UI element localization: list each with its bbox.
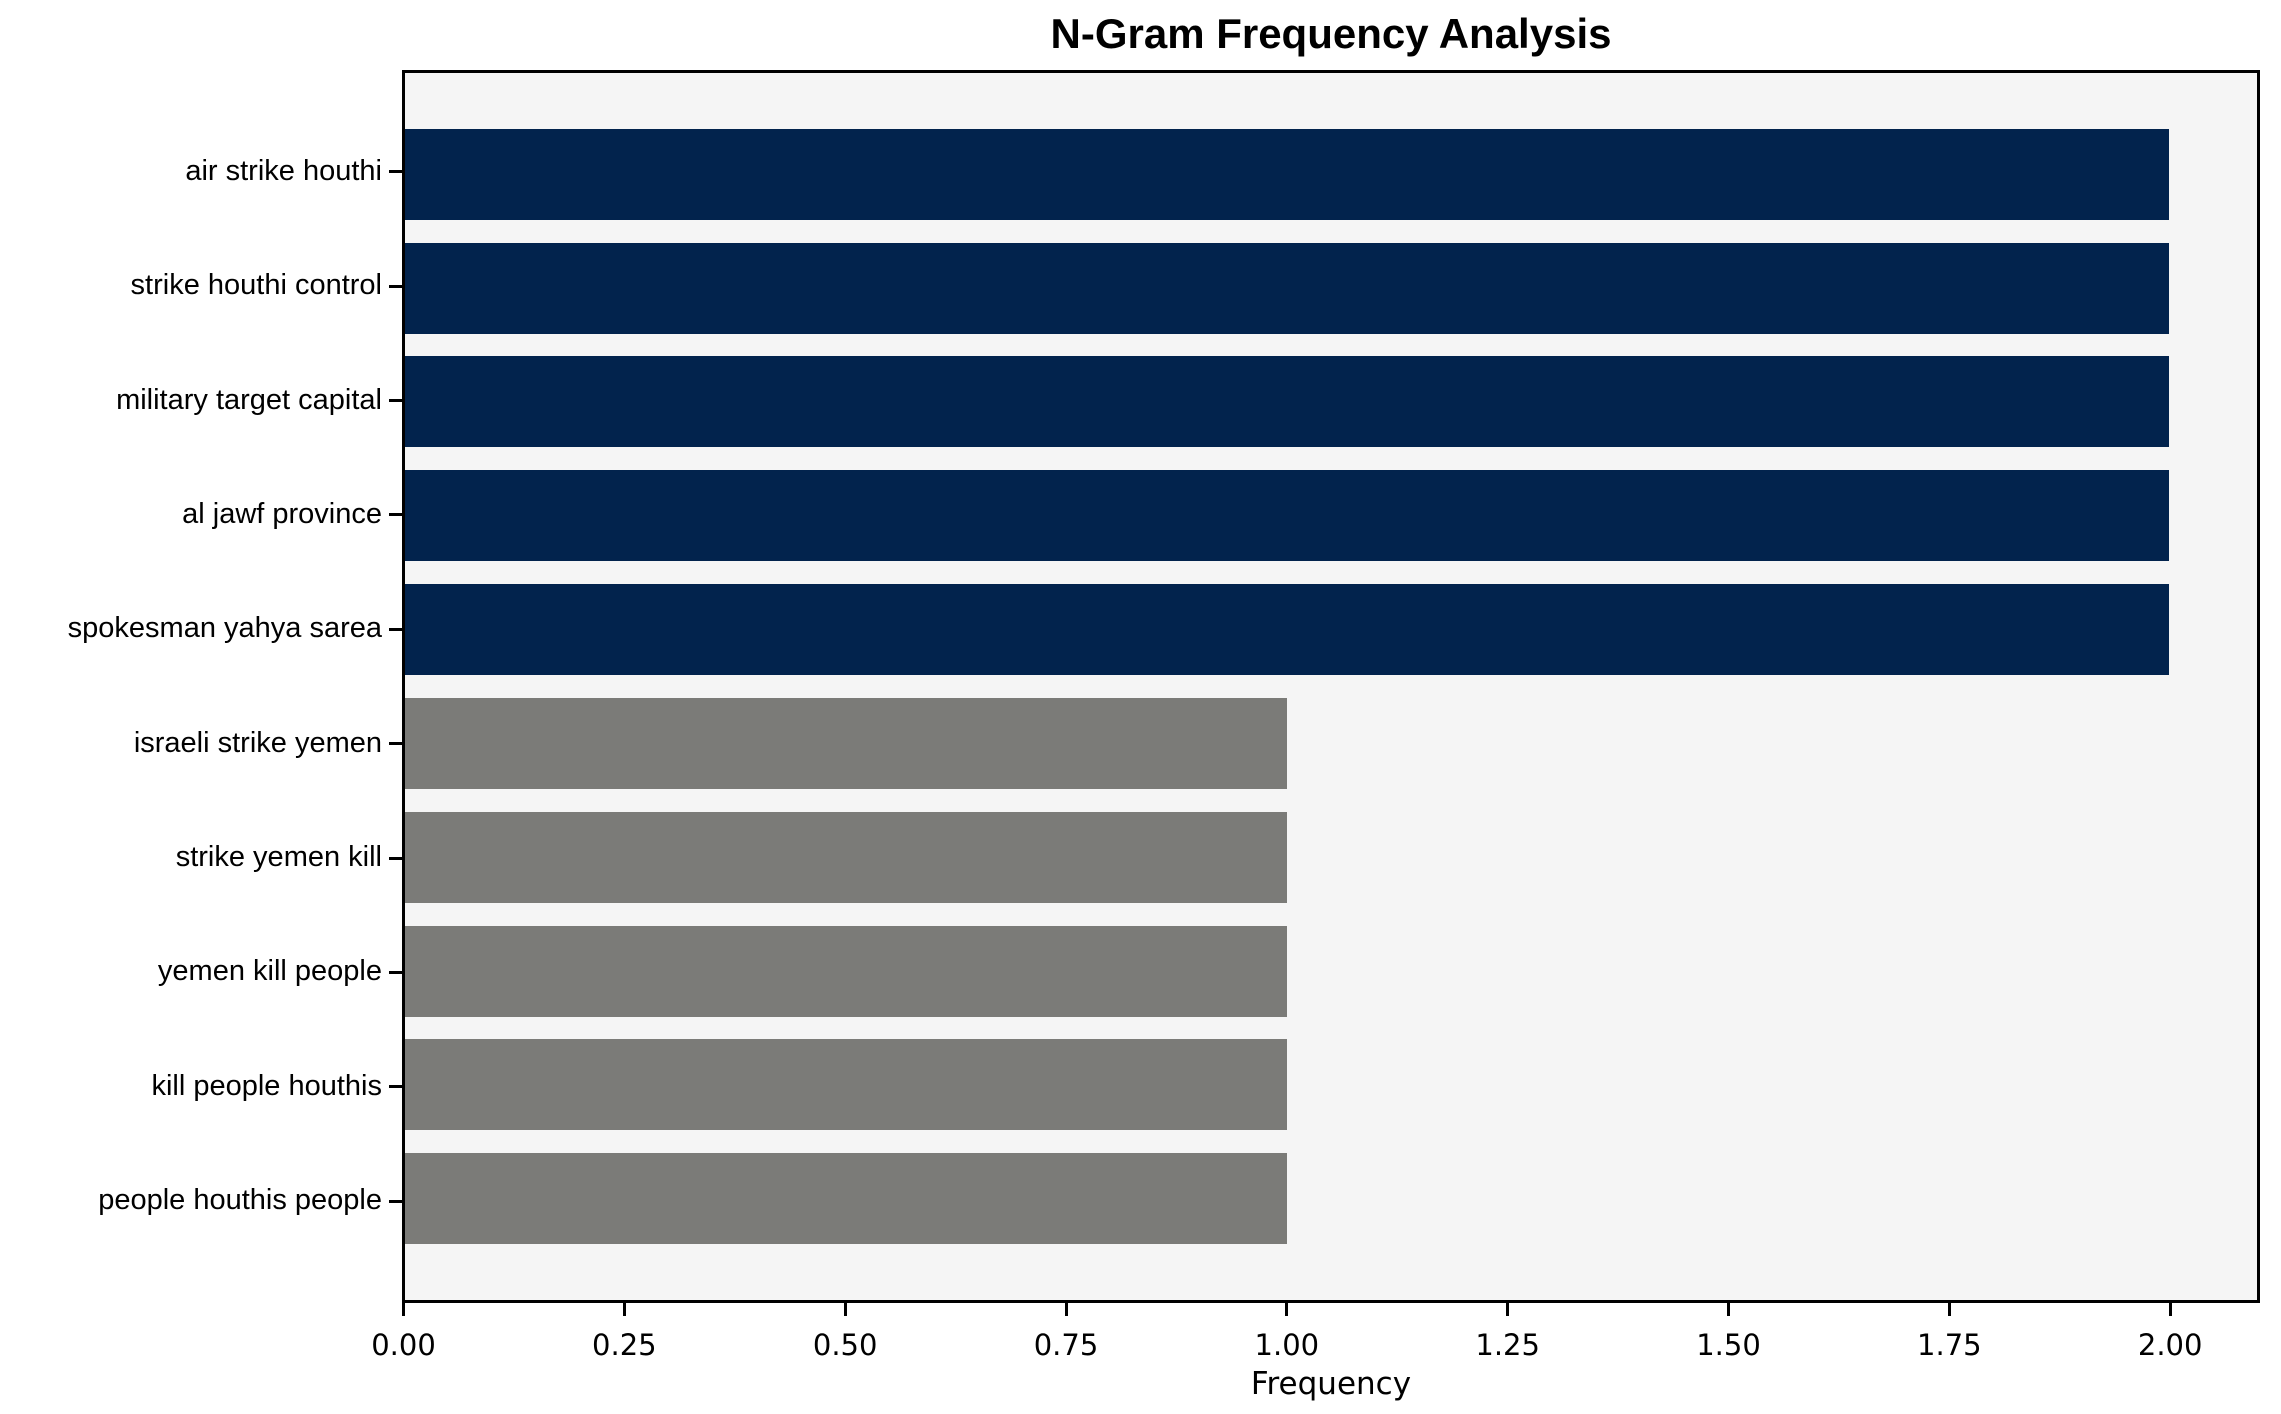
bar-strike-houthi-control: [405, 242, 2169, 334]
x-tick: [843, 1303, 847, 1316]
x-tick: [2168, 1303, 2172, 1316]
x-tick-label: 1.50: [1696, 1328, 1761, 1362]
y-tick-label: israeli strike yemen: [133, 726, 382, 759]
bar-people-houthis-people: [405, 1153, 1287, 1245]
y-tick: [389, 1085, 402, 1089]
y-tick: [389, 399, 402, 403]
y-tick: [389, 1199, 402, 1203]
y-tick-label: yemen kill people: [157, 955, 382, 988]
x-tick-label: 0.00: [371, 1328, 436, 1362]
bar-yemen-kill-people: [405, 925, 1287, 1017]
x-tick: [1727, 1303, 1730, 1316]
y-tick: [389, 856, 402, 860]
x-tick-label: 1.25: [1475, 1328, 1540, 1362]
x-tick: [1947, 1303, 1951, 1316]
y-tick: [389, 170, 402, 174]
x-tick: [622, 1303, 626, 1316]
x-tick-label: 0.25: [592, 1328, 657, 1362]
x-tick: [402, 1303, 405, 1316]
bar-strike-yemen-kill: [405, 811, 1287, 903]
bar-spokesman-yahya-sarea: [405, 584, 2169, 676]
bar-air-strike-houthi: [405, 128, 2169, 220]
x-tick-label: 0.75: [1033, 1328, 1099, 1362]
plot-area: [402, 70, 2260, 1303]
y-tick-label: kill people houthis: [151, 1069, 382, 1102]
y-tick-label: air strike houthi: [185, 154, 382, 187]
y-tick-label: spokesman yahya sarea: [67, 612, 382, 645]
y-tick-label: military target capital: [116, 383, 382, 416]
bar-israeli-strike-yemen: [405, 697, 1287, 789]
x-axis-title: Frequency: [1250, 1366, 1412, 1402]
y-tick: [389, 513, 402, 517]
y-tick-label: strike houthi control: [130, 269, 382, 302]
y-tick: [389, 284, 402, 288]
bar-al-jawf-province: [405, 470, 2169, 562]
x-tick-label: 2.00: [2137, 1328, 2203, 1362]
y-tick-label: strike yemen kill: [175, 840, 382, 873]
y-tick: [389, 742, 402, 746]
x-tick-label: 1.75: [1917, 1328, 1982, 1362]
chart-title: N-Gram Frequency Analysis: [1050, 10, 1612, 57]
x-tick: [1506, 1303, 1510, 1316]
bar-kill-people-houthis: [405, 1039, 1287, 1131]
x-tick-label: 1.00: [1254, 1328, 1320, 1362]
y-tick-label: people houthis people: [98, 1184, 382, 1217]
bar-military-target-capital: [405, 356, 2169, 448]
y-tick: [389, 627, 402, 631]
x-tick: [1285, 1303, 1289, 1316]
x-tick-label: 0.50: [812, 1328, 878, 1362]
y-tick: [389, 970, 402, 974]
y-tick-label: al jawf province: [182, 497, 382, 530]
x-tick: [1064, 1303, 1068, 1316]
